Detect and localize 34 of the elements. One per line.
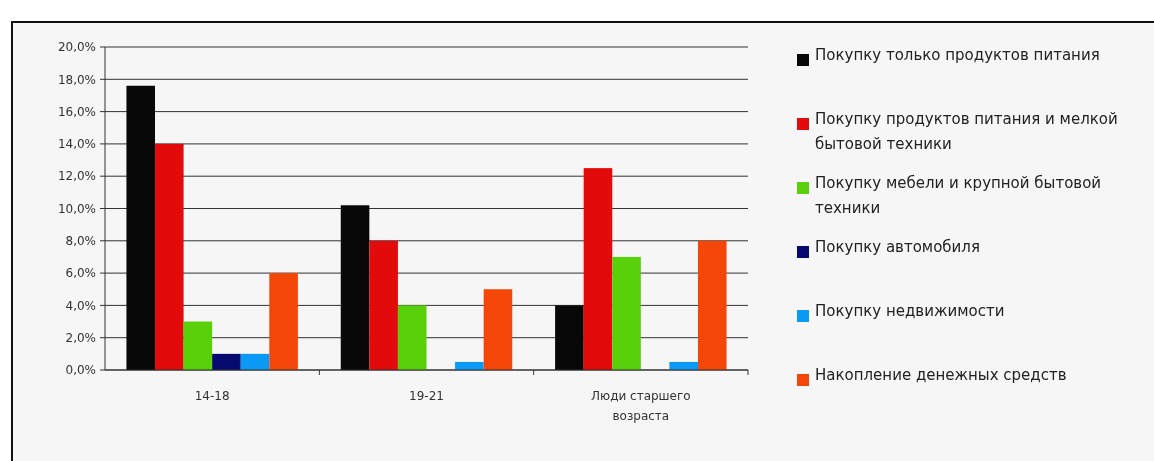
legend-label: Покупку недвижимости <box>815 302 1005 320</box>
legend-label: Покупку продуктов питания и мелкой бытовой техники <box>815 110 1118 153</box>
bar <box>340 205 370 370</box>
x-tick-label: 19-21 <box>409 389 444 403</box>
y-tick-label: 6,0% <box>65 266 96 281</box>
x-tick-label: Люди старшего возраста <box>591 389 691 423</box>
y-tick-label: 20,0% <box>57 40 96 55</box>
bar <box>369 240 398 370</box>
y-tick-label: 8,0% <box>65 234 96 248</box>
legend-label: Покупку только продуктов питания <box>815 46 1100 64</box>
y-tick-label: 16,0% <box>57 104 96 119</box>
bar <box>240 353 270 370</box>
legend-label: Накопление денежных средств <box>815 366 1067 384</box>
bar <box>697 240 727 370</box>
y-tick-label: 14,0% <box>57 137 96 152</box>
y-tick-label: 18,0% <box>57 72 96 87</box>
legend-label: Покупку автомобиля <box>815 238 980 256</box>
bar <box>555 305 584 370</box>
bar <box>212 353 241 370</box>
bar <box>483 289 513 370</box>
bar <box>583 168 613 370</box>
bar <box>155 143 184 370</box>
bar <box>397 305 427 370</box>
y-tick-label: 0,0% <box>65 363 96 378</box>
legend-label: Покупку мебели и крупной бытовой техники <box>815 174 1102 217</box>
bar <box>126 85 156 370</box>
y-tick-label: 10,0% <box>57 201 96 216</box>
bar <box>269 273 298 370</box>
bar <box>183 321 213 370</box>
y-tick-label: 12,0% <box>57 169 96 184</box>
y-tick-label: 2,0% <box>65 330 96 345</box>
bar <box>612 256 641 370</box>
y-tick-label: 4,0% <box>65 298 96 313</box>
x-tick-label: 14-18 <box>194 389 230 403</box>
